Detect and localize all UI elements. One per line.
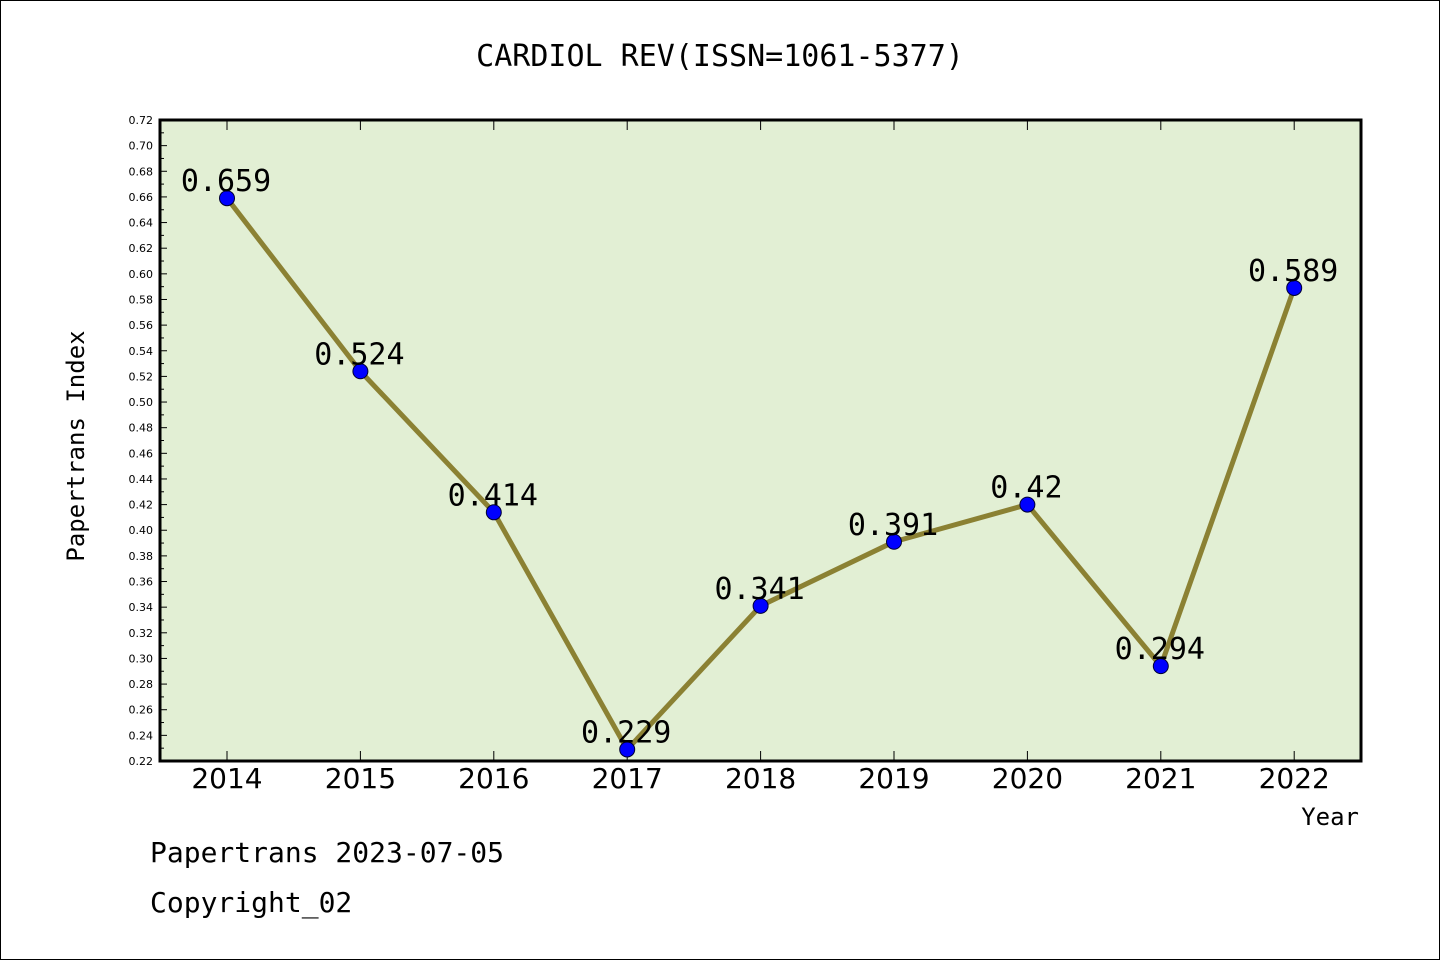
y-tick-label: 0.72 bbox=[129, 114, 154, 127]
y-tick-label: 0.70 bbox=[129, 140, 154, 153]
y-tick-label: 0.66 bbox=[129, 191, 154, 204]
y-tick-label: 0.42 bbox=[129, 499, 154, 512]
data-point bbox=[619, 741, 636, 758]
y-tick-label: 0.40 bbox=[129, 524, 154, 537]
copyright-text: Copyright_02 bbox=[150, 886, 353, 919]
y-tick-label: 0.30 bbox=[129, 652, 154, 665]
data-label: 0.341 bbox=[714, 572, 804, 607]
y-tick-label: 0.56 bbox=[129, 319, 154, 332]
data-point bbox=[1286, 279, 1303, 296]
data-point bbox=[219, 190, 235, 207]
x-tick-label: 2017 bbox=[592, 762, 663, 795]
y-tick-label: 0.38 bbox=[129, 550, 154, 563]
x-tick-label: 2019 bbox=[858, 762, 929, 795]
plot-area bbox=[158, 118, 1363, 763]
series-markers bbox=[219, 190, 1303, 758]
data-label: 0.524 bbox=[314, 337, 404, 372]
x-tick-label: 2020 bbox=[992, 762, 1063, 795]
y-tick-label: 0.34 bbox=[129, 601, 154, 614]
data-label: 0.414 bbox=[448, 478, 538, 513]
y-tick-label: 0.46 bbox=[129, 447, 154, 460]
data-label: 0.42 bbox=[990, 471, 1062, 506]
data-label: 0.589 bbox=[1248, 254, 1338, 289]
source-date-text: Papertrans 2023-07-05 bbox=[150, 836, 505, 869]
x-tick-label: 2014 bbox=[191, 762, 262, 795]
data-label: 0.229 bbox=[581, 715, 671, 750]
y-tick-label: 0.22 bbox=[129, 755, 154, 768]
y-tick-label: 0.26 bbox=[129, 704, 154, 717]
y-tick-label: 0.62 bbox=[129, 242, 154, 255]
data-point bbox=[886, 533, 902, 550]
y-tick-label: 0.64 bbox=[129, 217, 154, 230]
y-axis-label: Papertrans Index bbox=[62, 330, 90, 561]
x-tick-label: 2022 bbox=[1259, 762, 1330, 795]
y-tick-label: 0.24 bbox=[129, 729, 154, 742]
y-tick-label: 0.32 bbox=[129, 627, 154, 640]
y-tick-label: 0.60 bbox=[129, 268, 154, 281]
data-point bbox=[1152, 658, 1169, 675]
x-tick-label: 2021 bbox=[1125, 762, 1196, 795]
data-point bbox=[352, 363, 369, 380]
data-point bbox=[752, 597, 769, 614]
y-tick-label: 0.52 bbox=[129, 370, 154, 383]
data-labels: 0.659 0.524 0.414 0.229 0.341 0.391 0.42 0.294 0… bbox=[181, 164, 1339, 750]
data-label: 0.659 bbox=[181, 164, 271, 199]
y-tick-label: 0.48 bbox=[129, 422, 154, 435]
y-tick-label: 0.68 bbox=[129, 165, 154, 178]
y-tick-label: 0.50 bbox=[129, 396, 154, 409]
x-axis-label: Year bbox=[1301, 803, 1359, 831]
data-point bbox=[1019, 496, 1036, 513]
x-tick-label: 2015 bbox=[325, 762, 396, 795]
data-point bbox=[485, 504, 502, 521]
y-axis: 0.22 0.24 0.26 0.28 0.30 0.32 0.34 0.36 0.38 0.40… bbox=[129, 114, 167, 768]
y-tick-label: 0.54 bbox=[129, 345, 154, 358]
data-label: 0.391 bbox=[848, 508, 938, 543]
y-tick-label: 0.36 bbox=[129, 576, 154, 589]
chart-title: CARDIOL REV(ISSN=1061-5377) bbox=[476, 39, 964, 74]
data-label: 0.294 bbox=[1115, 632, 1205, 667]
y-tick-label: 0.58 bbox=[129, 293, 154, 306]
x-tick-label: 2018 bbox=[725, 762, 796, 795]
y-tick-label: 0.44 bbox=[129, 473, 154, 486]
y-tick-label: 0.28 bbox=[129, 678, 154, 691]
x-tick-label: 2016 bbox=[458, 762, 529, 795]
x-axis: 2014 2015 2016 2017 2018 2019 2020 2021 2022 bbox=[191, 120, 1330, 795]
